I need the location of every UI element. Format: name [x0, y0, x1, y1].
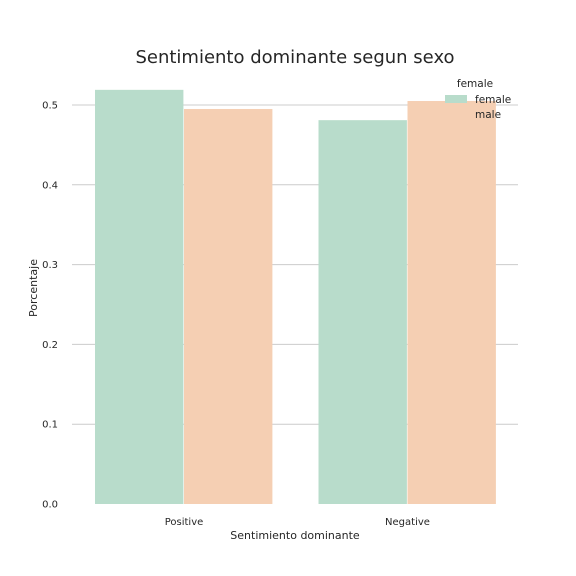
legend-label-female: female: [475, 94, 511, 106]
bar-male-positive: [184, 108, 273, 505]
y-tick-label: 0.2: [42, 340, 58, 351]
legend-swatch-female: [445, 95, 467, 103]
legend: female female male: [445, 78, 511, 121]
legend-label-male: male: [475, 109, 501, 121]
x-tick-label: Positive: [165, 517, 204, 528]
y-tick-label: 0.4: [42, 180, 58, 191]
bar-female-negative: [318, 120, 407, 505]
y-tick-label: 0.5: [42, 101, 58, 112]
y-tick-label: 0.1: [42, 420, 58, 431]
legend-swatch-male: [445, 110, 467, 118]
tick-labels: 0.0 0.1 0.2 0.3 0.4 0.5 Positive Negative: [42, 101, 430, 529]
bar-female-positive: [95, 89, 184, 504]
y-tick-label: 0.0: [42, 500, 58, 511]
chart-title: Sentimiento dominante segun sexo: [135, 47, 454, 68]
x-axis-label: Sentimiento dominante: [230, 529, 360, 542]
bars: [95, 89, 496, 505]
y-tick-label: 0.3: [42, 260, 58, 271]
legend-title: female: [457, 78, 493, 90]
bar-male-negative: [407, 101, 496, 504]
x-tick-label: Negative: [385, 517, 430, 528]
y-axis-label: Porcentaje: [27, 259, 40, 317]
